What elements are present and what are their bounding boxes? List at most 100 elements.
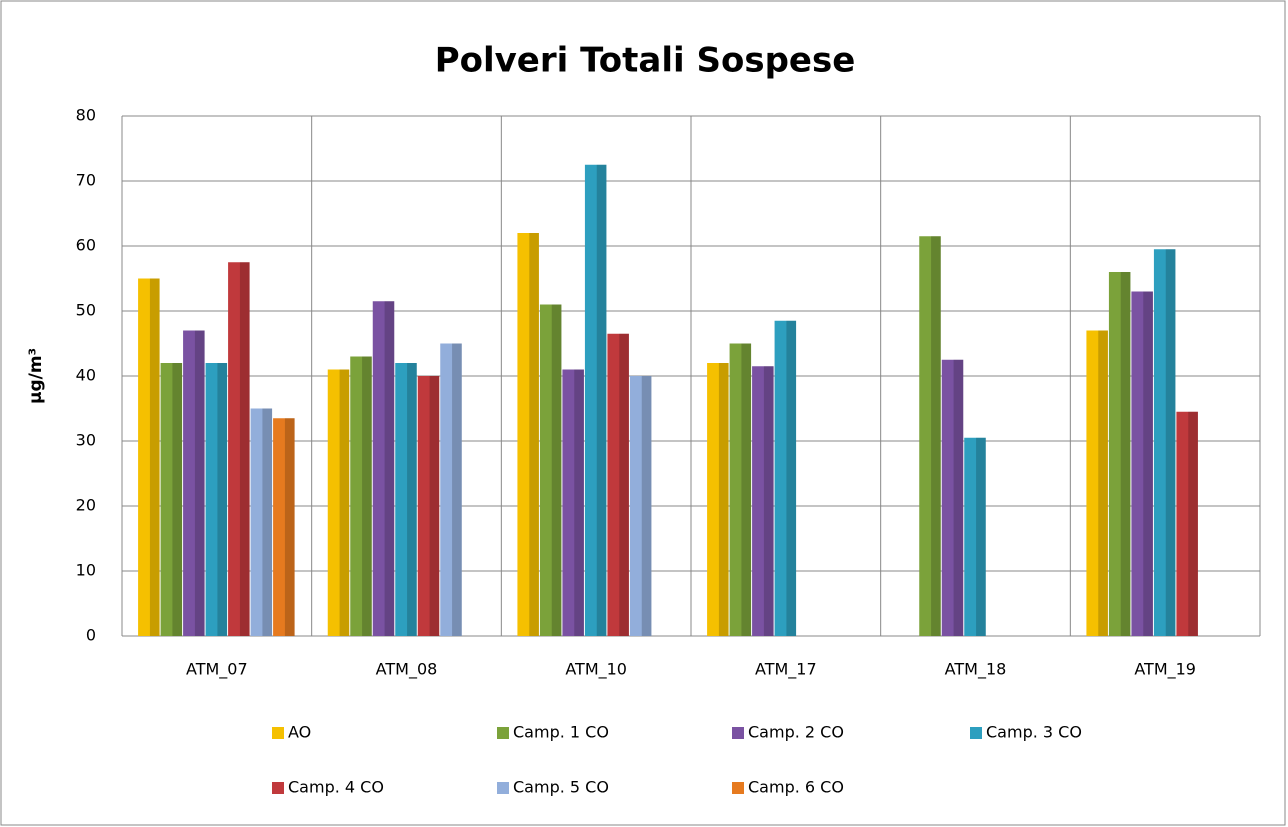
y-tick-label: 10 — [76, 561, 96, 580]
bar — [1108, 272, 1131, 636]
y-tick-label: 50 — [76, 301, 96, 320]
legend-swatch — [732, 782, 744, 794]
bar — [273, 418, 295, 636]
bar-body — [372, 301, 395, 636]
bar-shade — [641, 376, 652, 636]
legend-swatch — [497, 782, 509, 794]
bar-shade — [239, 262, 250, 636]
bar — [517, 233, 539, 636]
legend-swatch — [732, 727, 744, 739]
bar — [1153, 249, 1176, 636]
bar-shade — [149, 278, 160, 636]
x-tick-label: ATM_18 — [945, 660, 1007, 680]
bar-shade — [217, 363, 228, 636]
bar-shade — [1120, 272, 1131, 636]
bar-shade — [976, 437, 986, 636]
legend-swatch — [272, 727, 284, 739]
legend-swatch — [970, 727, 982, 739]
bar-shade — [931, 236, 941, 636]
y-tick-label: 60 — [76, 236, 96, 255]
bar-shade — [574, 369, 584, 636]
bar — [607, 333, 629, 636]
bar — [1086, 330, 1108, 636]
bar — [584, 164, 607, 636]
bar-shade — [596, 164, 607, 636]
bar — [707, 363, 729, 636]
bar-shade — [384, 301, 395, 636]
y-axis-label: µg/m³ — [26, 348, 46, 404]
bar-body — [774, 320, 797, 636]
bar-body — [228, 262, 250, 636]
bar-shade — [763, 366, 774, 636]
bar — [372, 301, 395, 636]
bar-shade — [551, 304, 562, 636]
bar-body — [273, 418, 295, 636]
legend-label: Camp. 2 CO — [748, 723, 844, 742]
bar-shade — [529, 233, 539, 636]
bar-shade — [339, 369, 350, 636]
bar — [1131, 291, 1153, 636]
legend-label: AO — [288, 723, 311, 742]
bar — [919, 236, 941, 636]
bar-body — [183, 330, 205, 636]
bar — [350, 356, 372, 636]
bar — [440, 343, 462, 636]
bar-body — [350, 356, 372, 636]
bar-body — [138, 278, 160, 636]
bar-body — [417, 376, 440, 636]
bar-shade — [953, 359, 964, 636]
bar-shade — [718, 363, 729, 636]
y-tick-label: 30 — [76, 431, 96, 450]
legend-swatch — [272, 782, 284, 794]
bar-body — [1176, 411, 1198, 636]
bar-shade — [362, 356, 372, 636]
bar-body — [1108, 272, 1131, 636]
bar-body — [1131, 291, 1153, 636]
bar-shade — [172, 363, 183, 636]
x-tick-label: ATM_08 — [376, 660, 438, 680]
bar-shade — [194, 330, 205, 636]
bar-body — [517, 233, 539, 636]
bar-body — [205, 363, 228, 636]
bar-body — [707, 363, 729, 636]
x-tick-label: ATM_07 — [186, 660, 248, 680]
bar-shade — [1188, 411, 1198, 636]
y-tick-label: 70 — [76, 171, 96, 190]
legend-label: Camp. 3 CO — [986, 723, 1082, 742]
legend-label: Camp. 5 CO — [513, 778, 609, 797]
x-tick-label: ATM_17 — [755, 660, 817, 680]
bar-body — [250, 408, 273, 636]
bar-shade — [1165, 249, 1176, 636]
bar-body — [964, 437, 986, 636]
bar-shade — [429, 376, 440, 636]
bar — [183, 330, 205, 636]
bar — [250, 408, 273, 636]
bar-shade — [452, 343, 462, 636]
legend-swatch — [497, 727, 509, 739]
bar-body — [729, 343, 752, 636]
bar — [774, 320, 797, 636]
y-tick-label: 20 — [76, 496, 96, 515]
bar-body — [327, 369, 350, 636]
y-tick-label: 0 — [86, 626, 96, 645]
bar-body — [440, 343, 462, 636]
bar-body — [752, 366, 774, 636]
bar-shade — [619, 333, 629, 636]
x-tick-label: ATM_10 — [565, 660, 627, 680]
bar-shade — [1098, 330, 1108, 636]
bar-body — [562, 369, 584, 636]
bar-shade — [284, 418, 295, 636]
chart-title: Polveri Totali Sospese — [435, 41, 856, 81]
bar-body — [919, 236, 941, 636]
bar-body — [607, 333, 629, 636]
bar — [138, 278, 160, 636]
bar-shade — [407, 363, 417, 636]
x-tick-label: ATM_19 — [1134, 660, 1196, 680]
y-tick-label: 40 — [76, 366, 96, 385]
bar-shade — [741, 343, 752, 636]
bar-body — [1086, 330, 1108, 636]
bar-shade — [262, 408, 273, 636]
bar — [941, 359, 964, 636]
bar-body — [160, 363, 183, 636]
